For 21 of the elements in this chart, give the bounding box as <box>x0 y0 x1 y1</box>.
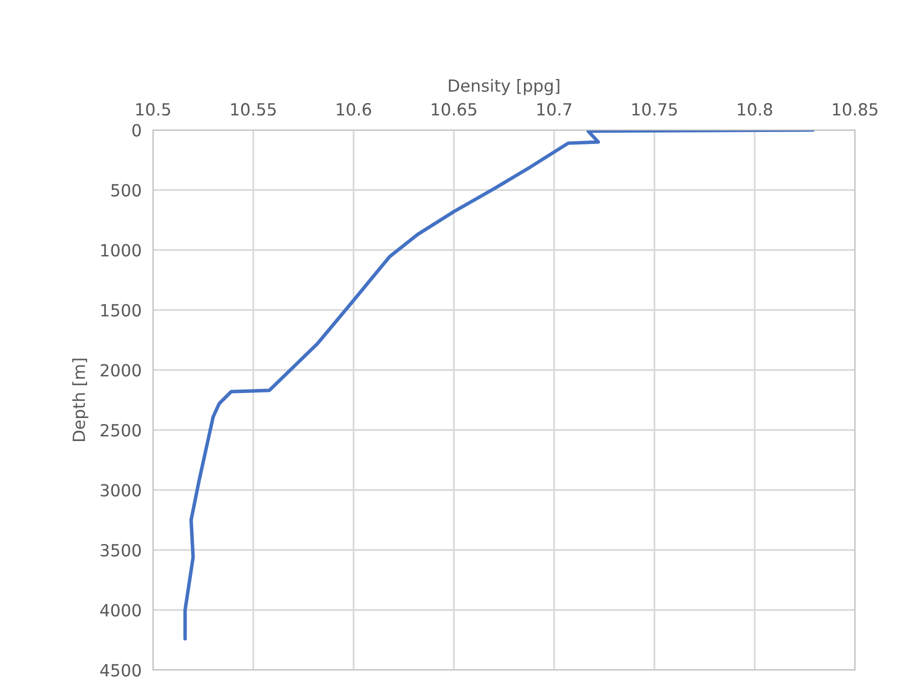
y-tick-label: 3000 <box>100 484 141 497</box>
x-tick-label: 10.55 <box>231 103 276 116</box>
x-tick-label: 10.75 <box>632 103 677 116</box>
x-tick-label: 10.65 <box>432 103 476 116</box>
y-tick-label: 0 <box>132 124 141 137</box>
y-tick-label: 4000 <box>100 604 141 617</box>
y-tick-label: 2000 <box>100 364 141 377</box>
y-tick-label: 500 <box>111 184 141 197</box>
x-tick-label: 10.5 <box>136 103 170 116</box>
x-axis-title: Density [ppg] <box>448 78 560 96</box>
x-tick-label: 10.7 <box>537 103 572 116</box>
y-axis-title: Depth [m] <box>72 358 88 442</box>
line-series <box>183 130 815 641</box>
y-tick-label: 2500 <box>100 424 141 437</box>
x-tick-label: 10.8 <box>738 103 772 116</box>
y-tick-label: 3500 <box>100 544 141 557</box>
x-tick-label: 10.6 <box>336 103 372 116</box>
y-tick-label: 1500 <box>101 304 141 317</box>
x-tick-label: 10.85 <box>832 103 878 116</box>
y-tick-label: 4500 <box>100 664 141 677</box>
y-tick-label: 1000 <box>101 244 141 257</box>
